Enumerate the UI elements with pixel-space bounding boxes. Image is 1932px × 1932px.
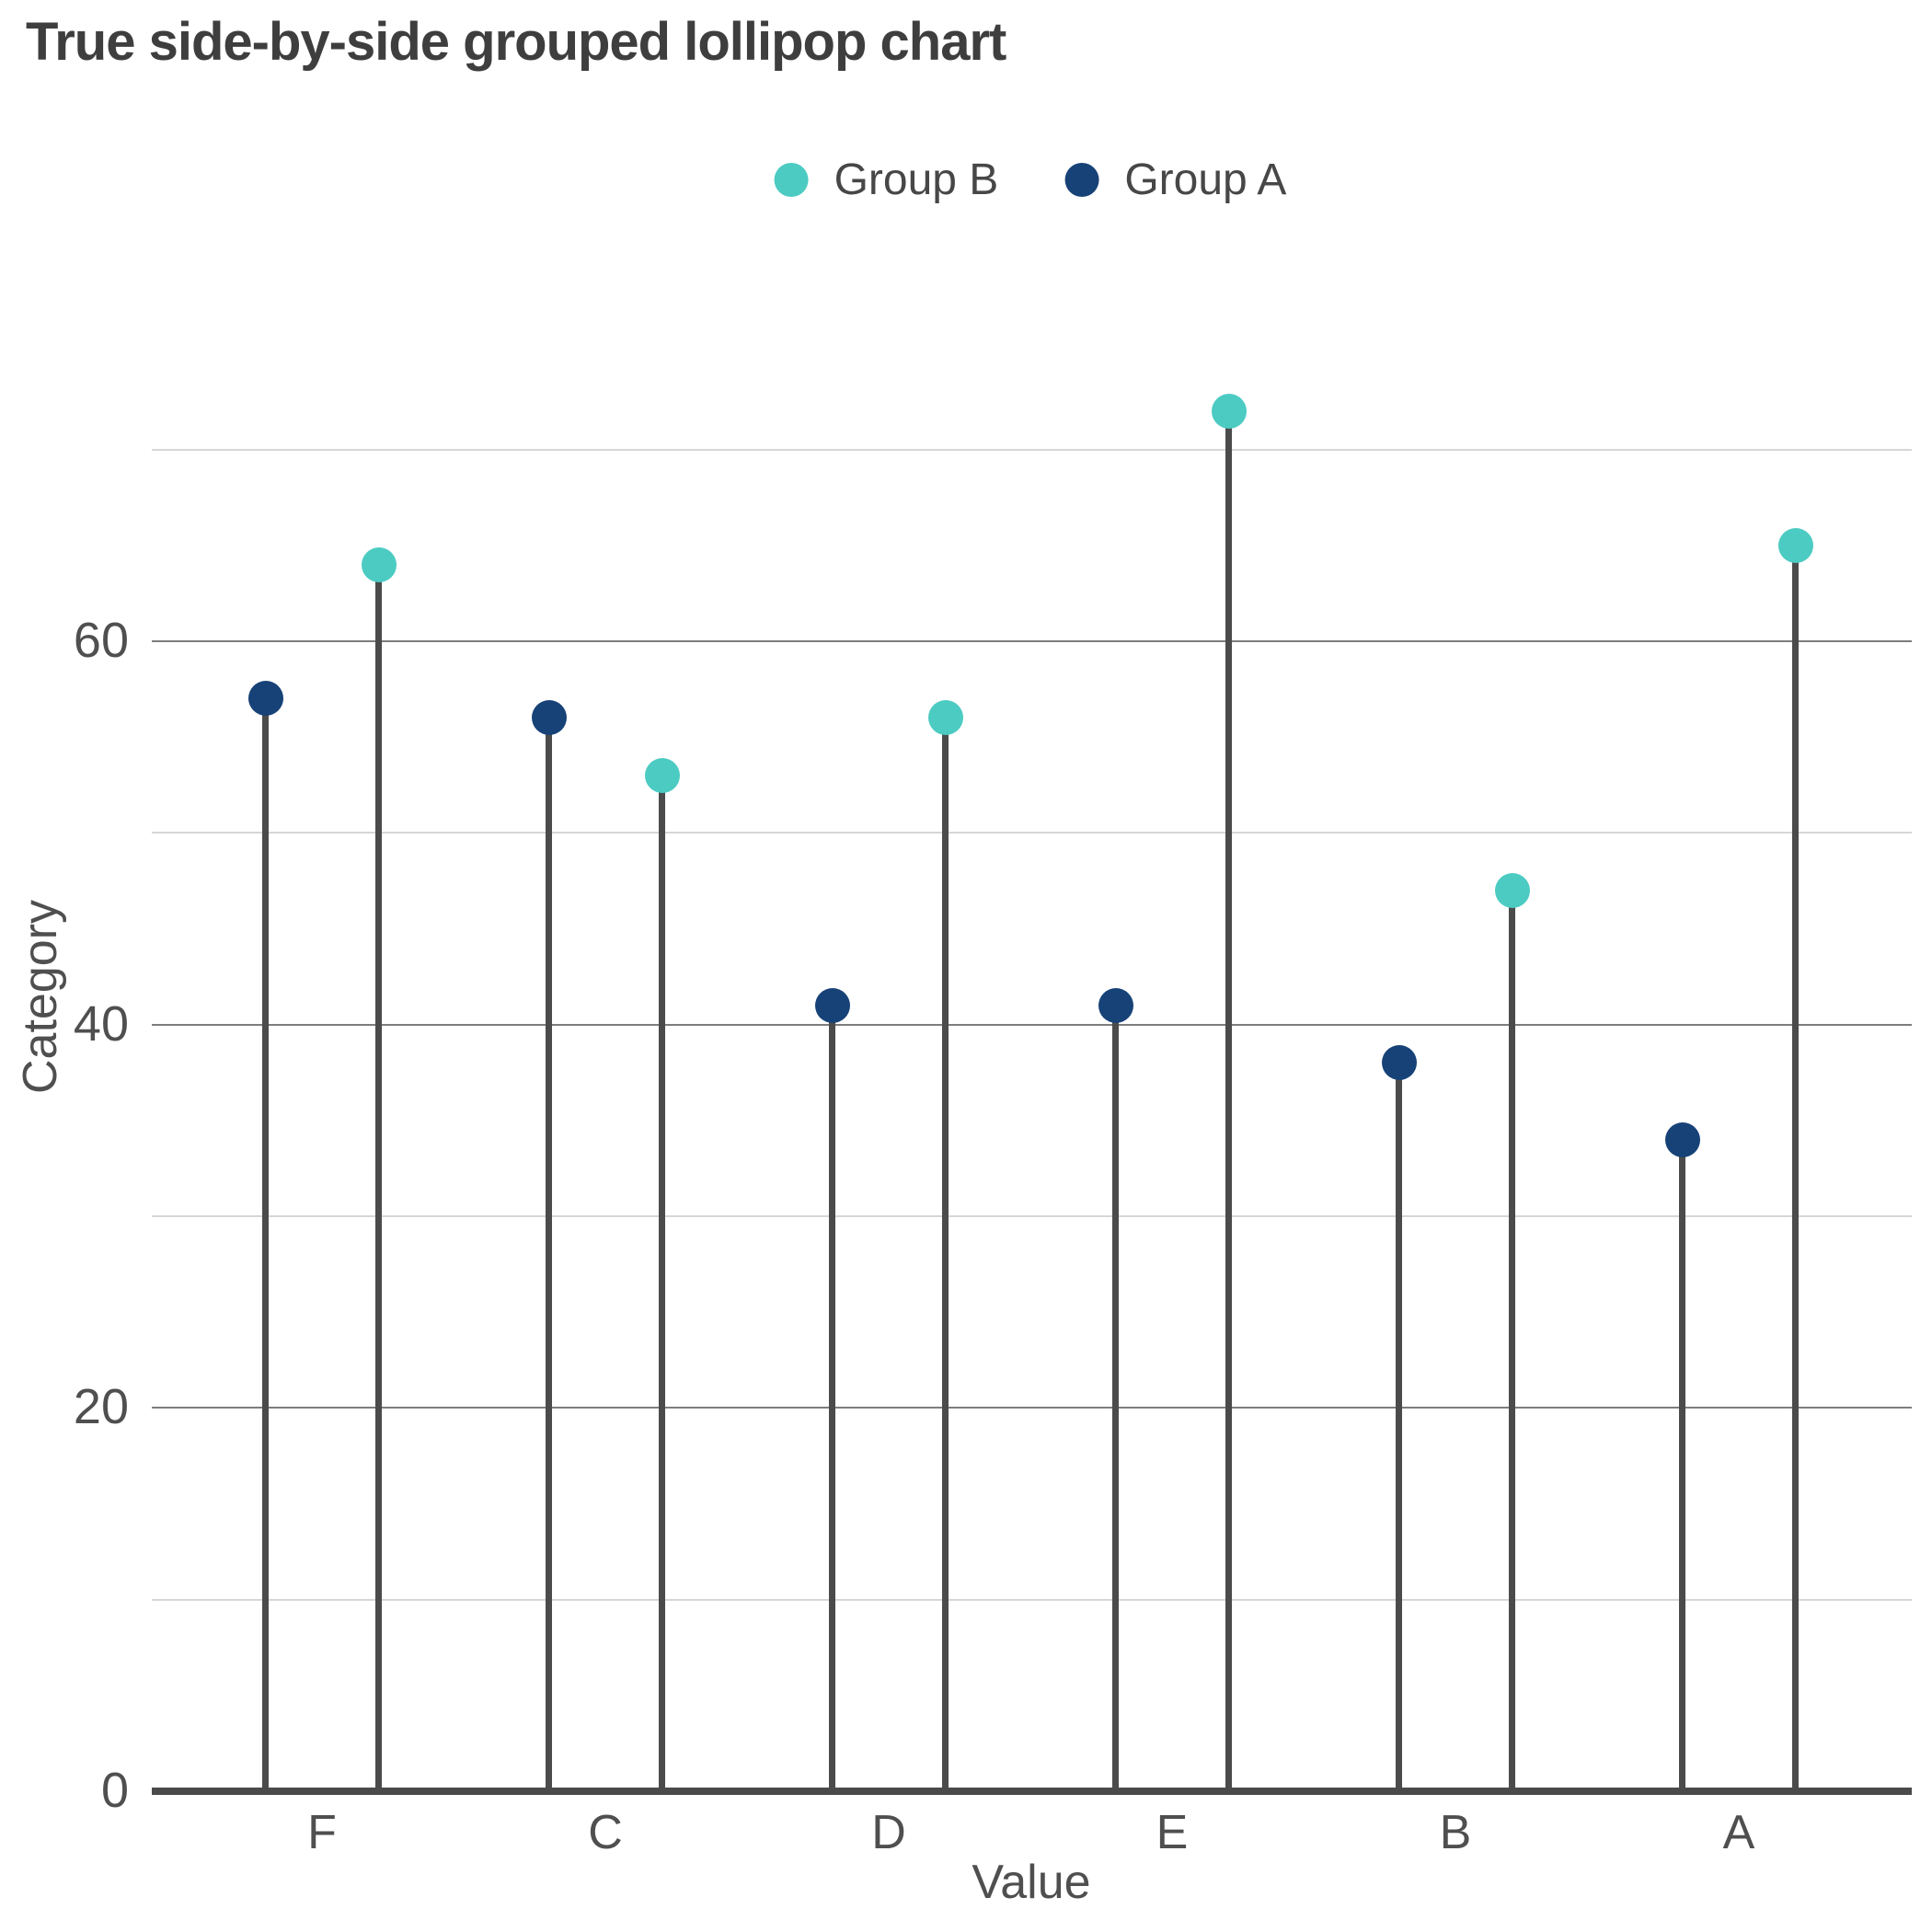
lollipop-stem xyxy=(546,718,552,1791)
minor-gridline xyxy=(152,1598,1912,1601)
x-tick-label: D xyxy=(871,1806,906,1859)
lollipop-stem xyxy=(262,698,269,1791)
lollipop-stem xyxy=(942,718,949,1791)
lollipop-stem xyxy=(659,775,665,1791)
minor-gridline xyxy=(152,1214,1912,1217)
legend-dot-icon xyxy=(1064,163,1099,197)
major-gridline xyxy=(152,639,1912,642)
lollipop-dot-group-a xyxy=(1664,1121,1700,1157)
legend-item-group-a: Group A xyxy=(1064,155,1286,205)
lollipop-dot-group-b xyxy=(1777,527,1813,563)
x-tick-label: F xyxy=(307,1806,337,1859)
minor-gridline xyxy=(152,448,1912,451)
lollipop-dot-group-b xyxy=(1211,393,1247,429)
plot-area xyxy=(152,392,1912,1795)
lollipop-stem xyxy=(375,564,382,1791)
lollipop-dot-group-b xyxy=(927,700,963,736)
y-tick-label: 40 xyxy=(73,995,129,1052)
lollipop-dot-group-a xyxy=(531,700,567,736)
y-tick-label: 20 xyxy=(73,1379,129,1435)
y-tick-label: 60 xyxy=(73,612,129,668)
lollipop-stem xyxy=(1112,1005,1119,1791)
x-tick-label: C xyxy=(588,1806,623,1859)
x-tick-label: B xyxy=(1439,1806,1472,1859)
lollipop-dot-group-b xyxy=(1494,872,1530,908)
chart-title: True side-by-side grouped lollipop chart xyxy=(26,12,1006,72)
lollipop-dot-group-a xyxy=(1381,1045,1417,1081)
lollipop-stem xyxy=(1509,890,1515,1791)
legend-item-group-b: Group B xyxy=(774,155,999,205)
major-gridline xyxy=(152,1407,1912,1409)
minor-gridline xyxy=(152,832,1912,834)
x-axis-line xyxy=(152,1788,1912,1795)
lollipop-stem xyxy=(1792,545,1799,1791)
x-tick-label: A xyxy=(1722,1806,1755,1859)
x-tick-label: E xyxy=(1156,1806,1189,1859)
lollipop-dot-group-a xyxy=(1098,987,1133,1023)
lollipop-stem xyxy=(1225,410,1232,1791)
lollipop-dot-group-a xyxy=(247,681,283,717)
legend-dot-icon xyxy=(774,163,809,197)
major-gridline xyxy=(152,1023,1912,1026)
lollipop-stem xyxy=(829,1005,835,1791)
legend-label: Group B xyxy=(834,155,999,204)
legend-label: Group A xyxy=(1124,155,1287,204)
legend: Group B Group A xyxy=(774,155,1286,205)
lollipop-stem xyxy=(1396,1063,1402,1791)
lollipop-dot-group-b xyxy=(644,757,680,793)
y-tick-label: 0 xyxy=(100,1763,129,1818)
lollipop-dot-group-b xyxy=(361,546,397,582)
x-axis-title: Value xyxy=(972,1856,1091,1909)
lollipop-stem xyxy=(1679,1139,1685,1791)
lollipop-dot-group-a xyxy=(814,987,850,1023)
